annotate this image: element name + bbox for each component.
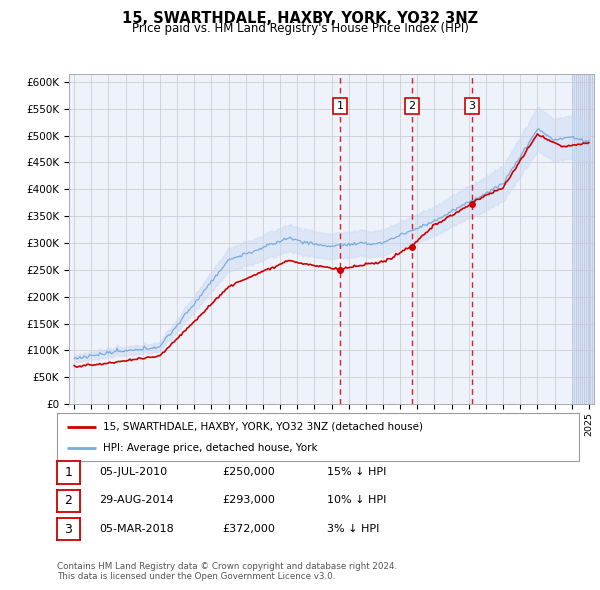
Text: 3% ↓ HPI: 3% ↓ HPI	[327, 524, 379, 533]
Text: This data is licensed under the Open Government Licence v3.0.: This data is licensed under the Open Gov…	[57, 572, 335, 581]
Bar	[572, 74, 594, 404]
Text: 29-AUG-2014: 29-AUG-2014	[99, 496, 173, 505]
Text: 1: 1	[337, 101, 344, 111]
Text: HPI: Average price, detached house, York: HPI: Average price, detached house, York	[103, 443, 317, 453]
Text: 2: 2	[64, 494, 73, 507]
Text: 15, SWARTHDALE, HAXBY, YORK, YO32 3NZ: 15, SWARTHDALE, HAXBY, YORK, YO32 3NZ	[122, 11, 478, 25]
Text: 15% ↓ HPI: 15% ↓ HPI	[327, 467, 386, 477]
Text: 1: 1	[64, 466, 73, 479]
Text: 10% ↓ HPI: 10% ↓ HPI	[327, 496, 386, 505]
Text: £293,000: £293,000	[222, 496, 275, 505]
Text: Contains HM Land Registry data © Crown copyright and database right 2024.: Contains HM Land Registry data © Crown c…	[57, 562, 397, 571]
Text: 05-MAR-2018: 05-MAR-2018	[99, 524, 174, 533]
Text: 15, SWARTHDALE, HAXBY, YORK, YO32 3NZ (detached house): 15, SWARTHDALE, HAXBY, YORK, YO32 3NZ (d…	[103, 421, 423, 431]
Text: £372,000: £372,000	[222, 524, 275, 533]
Text: 3: 3	[468, 101, 475, 111]
Text: £250,000: £250,000	[222, 467, 275, 477]
Text: 2: 2	[408, 101, 415, 111]
Text: 05-JUL-2010: 05-JUL-2010	[99, 467, 167, 477]
Text: Price paid vs. HM Land Registry's House Price Index (HPI): Price paid vs. HM Land Registry's House …	[131, 22, 469, 35]
Text: 3: 3	[64, 523, 73, 536]
